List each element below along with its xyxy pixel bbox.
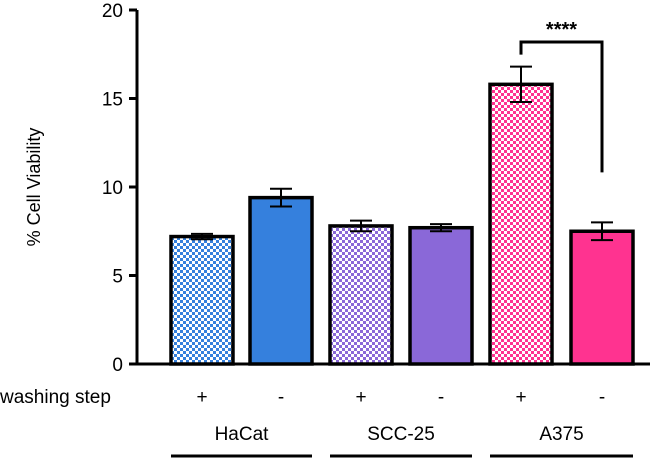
y-tick-label: 5 — [112, 267, 123, 288]
error-bar — [591, 221, 613, 242]
washing-step-value: - — [599, 387, 605, 408]
bar-scc-25-unwashed — [408, 225, 474, 366]
y-tick-label: 20 — [102, 1, 123, 22]
error-bar — [350, 219, 372, 233]
washing-step-label: washing step — [0, 387, 111, 408]
group-label: A375 — [539, 424, 583, 445]
washing-step-value: + — [196, 387, 207, 408]
y-tick-label: 15 — [102, 90, 123, 111]
washing-step-value: - — [438, 387, 444, 408]
y-axis-label: % Cell Viability — [24, 128, 44, 247]
error-bar — [430, 223, 452, 233]
group-label: SCC-25 — [367, 424, 435, 445]
bar-a375-washed — [488, 82, 554, 366]
washing-step-value: + — [355, 387, 366, 408]
bar-hacat-washed — [169, 234, 235, 366]
y-tick-label: 10 — [102, 178, 123, 199]
y-tick-label: 0 — [112, 355, 123, 376]
bar-hacat-unwashed — [248, 195, 314, 366]
bar-scc-25-washed — [328, 224, 394, 366]
error-bar — [270, 187, 292, 208]
error-bar — [191, 232, 213, 241]
significance-bracket — [519, 40, 604, 173]
bar-a375-unwashed — [569, 229, 635, 366]
group-label: HaCat — [215, 424, 270, 445]
error-bar — [510, 65, 532, 104]
significance-stars: **** — [546, 19, 577, 41]
washing-step-value: + — [515, 387, 526, 408]
washing-step-value: - — [278, 387, 284, 408]
